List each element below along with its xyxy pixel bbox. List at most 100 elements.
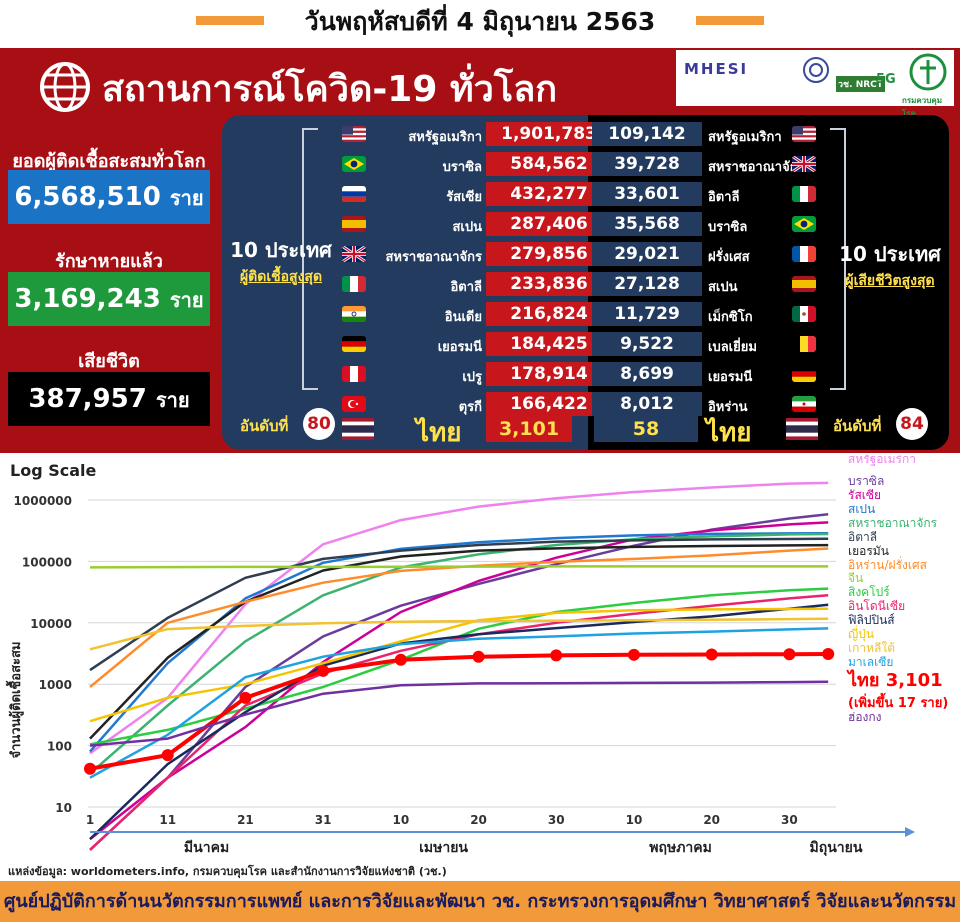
cases-country-value: 1,901,783 [486, 122, 612, 146]
month-label: พฤษภาคม [649, 840, 712, 856]
thailand-data-point [84, 762, 96, 775]
mexico-flag-icon [792, 306, 816, 322]
cases-panel-subtitle: ผู้ติดเชื้อสูงสุด [239, 269, 323, 285]
series-line [89, 543, 829, 740]
cases-country-value: 178,914 [486, 362, 612, 386]
x-tick-label: 20 [703, 813, 720, 827]
deaths-country-value: 27,128 [592, 272, 702, 296]
iran-flag-icon [792, 396, 816, 412]
thailand-data-point [627, 648, 640, 661]
deaths-country-value: 33,601 [592, 182, 702, 206]
cases-country-name: สเปน [452, 220, 482, 235]
deaths-panel-subtitle: ผู้เสียชีวิตสูงสุด [845, 273, 935, 289]
deaths-thailand-name: ไทย [706, 418, 752, 448]
thailand-data-point [239, 691, 252, 704]
cases-country-name: อินเดีย [444, 310, 482, 325]
peru-flag-icon [342, 366, 366, 382]
cases-row: บราซิล 584,562 [340, 151, 612, 177]
total-cases-box: 6,568,510 ราย [8, 170, 210, 224]
russia-flag-icon [342, 186, 366, 202]
deaths-country-value: 11,729 [592, 302, 702, 326]
series-line [89, 521, 829, 841]
legend-entry: สหราชอาณาจักร [848, 516, 938, 530]
cases-row: สหรัฐอเมริกา 1,901,783 [340, 121, 612, 147]
legend-entry: ฟิลิปปินส์ [848, 613, 895, 627]
series-line [89, 547, 829, 688]
spain-flag-icon [342, 216, 366, 232]
legend-entry: อิหร่าน/ฝรั่งเศส [848, 556, 928, 572]
5g-logo: 5G [876, 72, 896, 87]
x-tick-label: 10 [626, 813, 643, 827]
belgium-flag-icon [792, 336, 816, 352]
x-tick-label: 30 [781, 813, 798, 827]
cases-country-name: สหรัฐอเมริกา [408, 130, 482, 145]
deaths-row: 27,128 สเปน [592, 271, 824, 297]
deaths-country-name: สหราชอาณาจักร [708, 160, 805, 175]
deaths-box: 387,957 ราย [8, 372, 210, 426]
deaths-country-value: 9,522 [592, 332, 702, 356]
deaths-label: เสียชีวิต [78, 351, 140, 372]
ddc-emblem-icon [909, 53, 947, 91]
recovered-value: 3,169,243 [14, 284, 161, 314]
cases-country-value: 216,824 [486, 302, 612, 326]
uk-flag-icon [792, 156, 816, 172]
deaths-row: 9,522 เบลเยี่ยม [592, 331, 824, 357]
uk-flag-icon [342, 246, 366, 262]
mhesi-logo: MHESI [684, 60, 749, 78]
x-tick-label: 20 [470, 813, 487, 827]
legend-entry: มาเลเซีย [848, 655, 893, 669]
legend-entry: สหรัฐอเมริกา [848, 455, 916, 466]
series-line [89, 537, 829, 672]
legend-entry: จีน [848, 571, 863, 585]
x-tick-label: 11 [159, 813, 176, 827]
series-line [89, 627, 829, 779]
x-tick-label: 30 [548, 813, 565, 827]
cases-country-name: เปรู [462, 370, 482, 385]
thailand-flag-icon [786, 418, 818, 440]
deaths-panel-heading: 10 ประเทศ ผู้เสียชีวิตสูงสุด [832, 238, 948, 292]
footer-banner: ศูนย์ปฏิบัติการด้านนวัตกรรมการแพทย์ และก… [0, 881, 960, 922]
source-note: แหล่งข้อมูล: worldometers.info, กรมควบคุ… [8, 865, 447, 878]
deaths-row: 8,699 เยอรมนี [592, 361, 824, 387]
total-cases-label: ยอดผู้ติดเชื้อสะสมทั่วโลก [12, 151, 206, 172]
legend-entry: (เพิ่มขึ้น 17 ราย) [848, 692, 948, 711]
cases-row: อินเดีย 216,824 [340, 301, 612, 327]
cases-country-value: 233,836 [486, 272, 612, 296]
cases-brace [302, 128, 318, 390]
us-flag-icon [792, 126, 816, 142]
thailand-flag-icon [342, 418, 374, 440]
cases-row: รัสเซีย 432,277 [340, 181, 612, 207]
total-cases-unit: ราย [169, 186, 204, 210]
deaths-panel-title: 10 ประเทศ [839, 242, 941, 266]
deaths-country-value: 8,012 [592, 392, 702, 416]
legend-entry: เกาหลีใต้ [848, 641, 895, 655]
cases-country-name: สหราชอาณาจักร [385, 250, 482, 265]
y-tick-label: 1000 [39, 678, 72, 692]
x-tick-label: 21 [237, 813, 254, 827]
recovered-label: รักษาหายแล้ว [55, 251, 163, 272]
cases-country-name: รัสเซีย [446, 190, 482, 205]
cases-row: ตุรกี 166,422 [340, 391, 612, 417]
brazil-flag-icon [342, 156, 366, 172]
x-tick-label: 31 [315, 813, 332, 827]
month-label: มิถุนายน [810, 840, 863, 856]
cases-thailand-value: 3,101 [486, 416, 572, 442]
thailand-data-point [317, 664, 330, 677]
deaths-country-name: อิหร่าน [708, 400, 748, 415]
deaths-country-value: 109,142 [592, 122, 702, 146]
us-flag-icon [342, 126, 366, 142]
cases-row: อิตาลี 233,836 [340, 271, 612, 297]
legend-entry: อิตาลี [848, 530, 877, 544]
y-tick-label: 100 [47, 740, 72, 754]
france-flag-icon [792, 246, 816, 262]
log-scale-chart: Log Scale จำนวนผู้ติดเชื้อสะสม 1000000 1000… [5, 455, 948, 856]
cases-country-value: 287,406 [486, 212, 612, 236]
deaths-row: 33,601 อิตาลี [592, 181, 824, 207]
x-axis-arrow [905, 827, 915, 837]
cases-panel-heading: 10 ประเทศ ผู้ติดเชื้อสูงสุด [226, 234, 336, 288]
series-line [89, 481, 829, 755]
y-axis-label: จำนวนผู้ติดเชื้อสะสม [5, 642, 24, 759]
deaths-country-value: 29,021 [592, 242, 702, 266]
cases-country-name: อิตาลี [450, 280, 482, 295]
thailand-data-point [394, 653, 407, 666]
